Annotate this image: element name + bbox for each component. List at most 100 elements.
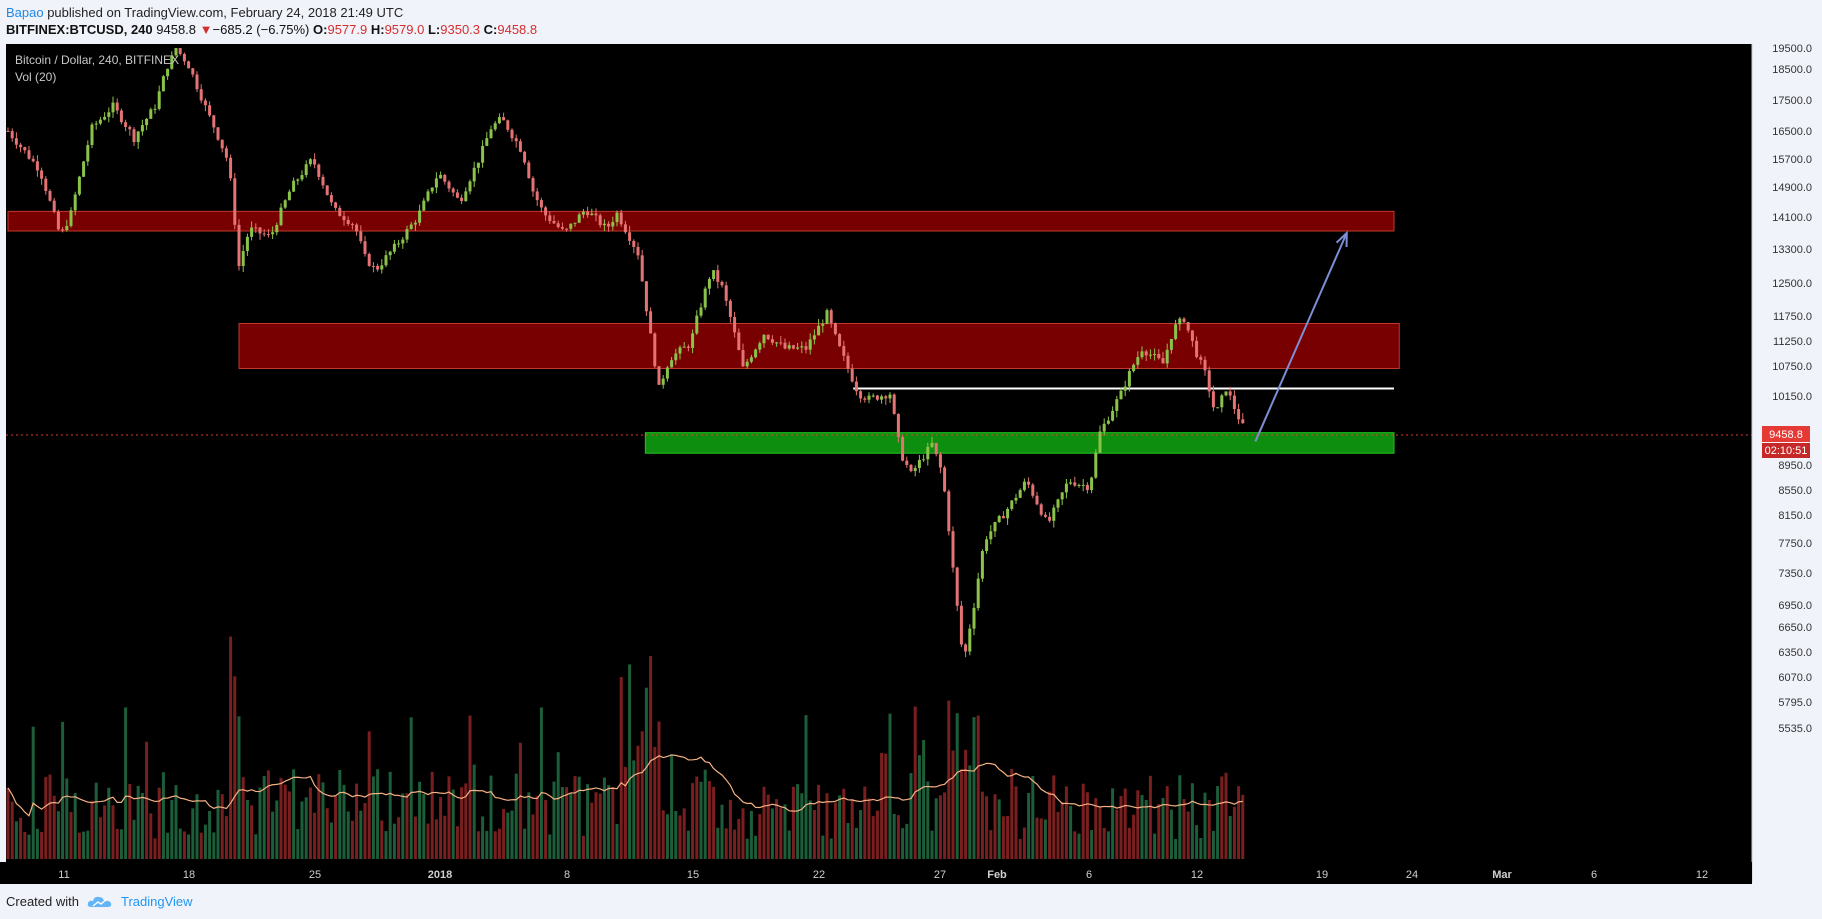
candle — [665, 367, 669, 379]
volume-bar — [426, 823, 430, 859]
candle — [1081, 484, 1085, 486]
chart-area[interactable]: 19500.0 18500.0 17500.0 16500.0 15700.0 14900… — [0, 44, 1822, 884]
candle — [1157, 354, 1161, 359]
volume-bar — [1014, 786, 1018, 859]
cloud-logo-icon — [87, 896, 112, 907]
volume-bar — [287, 791, 291, 859]
candle — [569, 223, 573, 229]
candle — [359, 231, 363, 242]
candle — [460, 197, 464, 202]
volume-bar — [413, 816, 417, 859]
volume-bar — [728, 799, 732, 859]
candle — [670, 360, 674, 368]
volume-bar — [682, 808, 686, 859]
volume-bar — [854, 827, 858, 859]
volume-bar — [871, 816, 875, 859]
candle — [1232, 395, 1236, 410]
volume-bar — [573, 776, 577, 859]
volume-bar — [808, 800, 812, 859]
volume-bar — [447, 776, 451, 859]
candle — [245, 236, 249, 252]
tradingview-link[interactable]: TradingView — [120, 894, 193, 909]
volume-bar — [796, 784, 800, 859]
candle — [913, 468, 917, 472]
volume-bar — [686, 830, 690, 859]
candle — [611, 222, 615, 227]
volume-bar — [922, 739, 926, 859]
volume-bar — [69, 811, 73, 859]
volume-bar — [392, 823, 396, 859]
candle — [1102, 423, 1106, 432]
volume-bar — [1174, 838, 1178, 859]
candle — [1006, 508, 1010, 519]
volume-bar — [208, 810, 212, 859]
candle — [283, 200, 287, 208]
candle — [401, 239, 405, 244]
candle — [716, 270, 720, 282]
volume-bar — [535, 795, 539, 859]
volume-bar — [775, 799, 779, 859]
candle — [1022, 481, 1026, 491]
x-tick-label: Feb — [987, 869, 1007, 881]
candle — [376, 265, 380, 270]
candle — [191, 68, 195, 75]
y-tick-label: 19500.0 — [1772, 44, 1812, 55]
candle — [955, 567, 959, 606]
candle — [800, 346, 804, 348]
y-tick-label: 5795.0 — [1778, 697, 1812, 709]
y-tick-label: 12500.0 — [1772, 278, 1812, 290]
volume-bar — [716, 827, 720, 859]
volume-bar — [770, 808, 774, 859]
volume-bar — [1148, 775, 1152, 859]
volume-bar — [6, 787, 10, 859]
candle — [1056, 499, 1060, 508]
created-with: Created with TradingView — [6, 894, 193, 909]
volume-bar — [1018, 838, 1022, 859]
candle — [1060, 492, 1064, 500]
candle — [1199, 357, 1203, 360]
y-tick-label: 7750.0 — [1778, 538, 1812, 550]
volume-bar — [649, 656, 653, 859]
candle — [884, 396, 888, 399]
volume-bar — [233, 676, 237, 859]
volume-bar — [212, 832, 216, 859]
volume-bar — [497, 828, 501, 859]
x-tick-label: 2018 — [428, 869, 452, 881]
candle — [980, 550, 984, 579]
volume-bar — [1207, 800, 1211, 859]
volume-bar — [86, 830, 90, 859]
volume-bar — [737, 818, 741, 859]
volume-bar — [1043, 819, 1047, 859]
candle — [1090, 477, 1094, 491]
candle — [846, 355, 850, 369]
author-link[interactable]: Bapao — [6, 5, 44, 20]
volume-bar — [884, 753, 888, 859]
volume-bar — [527, 792, 531, 859]
volume-bar — [1048, 791, 1052, 859]
candle — [224, 148, 228, 158]
volume-bar — [1140, 794, 1144, 859]
candle — [317, 164, 321, 177]
candle — [850, 368, 854, 382]
volume-bar — [258, 787, 262, 859]
volume-bar — [1165, 786, 1169, 859]
candle — [1241, 419, 1245, 424]
candle — [989, 531, 993, 540]
volume-bar — [867, 798, 871, 859]
candle — [770, 339, 774, 343]
volume-bar — [846, 822, 850, 859]
candle — [1085, 484, 1089, 491]
candle — [607, 223, 611, 227]
candle — [938, 454, 942, 468]
volume-bar — [350, 820, 354, 859]
volume-bar — [762, 786, 766, 859]
volume-bar — [371, 776, 375, 859]
candle — [409, 224, 413, 230]
volume-bar — [569, 793, 573, 859]
candle — [262, 233, 266, 235]
volume-bar — [1081, 783, 1085, 859]
candle — [766, 334, 770, 340]
volume-bar — [472, 764, 476, 859]
volume-bar — [644, 687, 648, 859]
candle — [115, 102, 119, 111]
